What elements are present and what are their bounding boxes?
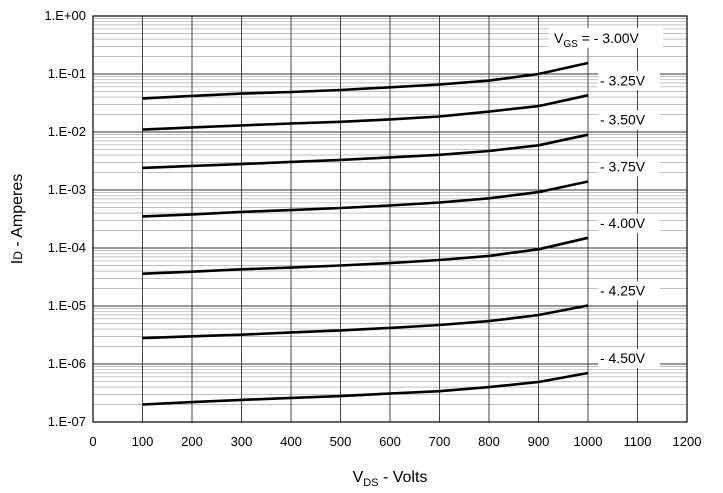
- y-tick-label: 1.E-06: [48, 356, 86, 371]
- x-tick-label: 0: [89, 434, 96, 449]
- x-tick-label: 200: [181, 434, 203, 449]
- x-tick-label: 300: [231, 434, 253, 449]
- series-label: VGS = - 3.00V: [554, 30, 640, 50]
- series-label-background: [549, 27, 663, 48]
- x-tick-label: 400: [280, 434, 302, 449]
- series-label-background: [598, 213, 660, 233]
- series-lines: [142, 61, 589, 406]
- x-tick-label: 800: [478, 434, 500, 449]
- series-line: [142, 304, 589, 340]
- series-label-background: [598, 110, 660, 130]
- x-tick-label: 500: [330, 434, 352, 449]
- x-tick-label: 600: [379, 434, 401, 449]
- series-label: - 4.25V: [600, 283, 646, 299]
- series-line: [142, 94, 589, 131]
- plot-frame: [92, 15, 688, 423]
- y-tick-label: 1.E-07: [48, 414, 86, 429]
- y-tick-labels: 1.E-07 1.E-06 1.E-05 1.E-04 1.E-03 1.E-02 1.E-…: [44, 8, 86, 429]
- series-label: - 3.75V: [600, 159, 646, 175]
- x-tick-label: 700: [429, 434, 451, 449]
- y-tick-label: 1.E-03: [48, 182, 86, 197]
- series-line: [142, 180, 589, 218]
- x-tick-labels: 0 100 200 300 400 500 600 700 800 900 1000 1100 1200: [89, 434, 701, 449]
- x-tick-label: 900: [528, 434, 550, 449]
- x-tick-label: 1000: [574, 434, 603, 449]
- series-labels: VGS = - 3.00V - 3.25V - 3.50V - 3.75V - 4.00…: [549, 27, 663, 368]
- y-tick-label: 1.E-01: [48, 66, 86, 81]
- y-axis-title: ID - Amperes: [9, 174, 26, 264]
- y-tick-label: 1.E-02: [48, 124, 86, 139]
- series-label: - 4.00V: [600, 215, 646, 231]
- y-tick-label: 1.E-05: [48, 298, 86, 313]
- x-axis-title: VDS - Volts: [353, 469, 428, 489]
- series-label: - 3.50V: [600, 112, 646, 128]
- major-grid: [92, 15, 688, 423]
- series-label-background: [598, 281, 660, 301]
- series-line: [142, 61, 589, 100]
- series-label-background: [598, 348, 660, 368]
- series-label: - 3.25V: [600, 72, 646, 88]
- series-label-background: [598, 157, 660, 177]
- series-label: - 4.50V: [600, 350, 646, 366]
- series-label-background: [598, 71, 660, 91]
- series-line: [142, 371, 589, 406]
- x-tick-label: 1200: [673, 434, 702, 449]
- series-line: [142, 236, 589, 275]
- x-tick-label: 1100: [624, 434, 652, 449]
- y-tick-label: 1.E+00: [44, 8, 86, 23]
- series-line: [142, 133, 589, 170]
- x-tick-label: 100: [132, 434, 154, 449]
- y-tick-label: 1.E-04: [48, 240, 86, 255]
